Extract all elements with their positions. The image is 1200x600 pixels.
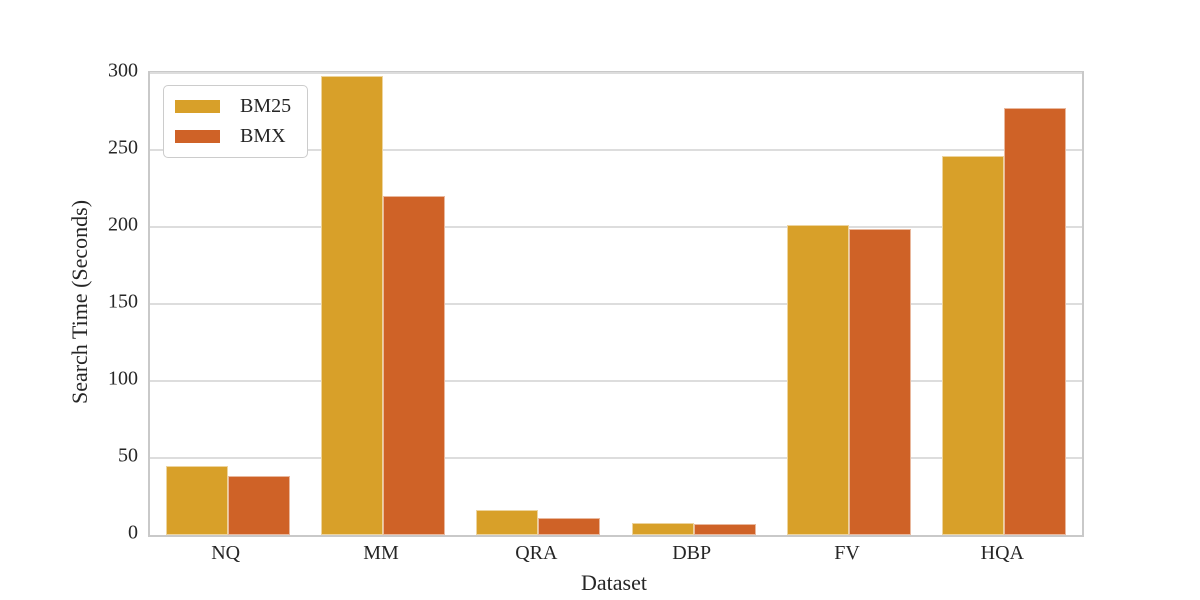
y-tick-label-250: 250 xyxy=(108,136,138,159)
bar-bmx-hqa xyxy=(1004,108,1067,535)
bar-bm25-nq xyxy=(165,465,228,535)
gridline-y-150 xyxy=(150,303,1082,305)
bar-bm25-hqa xyxy=(942,156,1005,535)
x-tick-label-fv: FV xyxy=(834,542,860,564)
x-axis-label: Dataset xyxy=(581,570,647,595)
gridline-y-50 xyxy=(150,457,1082,459)
gridline-y-250 xyxy=(150,149,1082,151)
bar-bm25-dbp xyxy=(631,522,694,535)
bar-bm25-mm xyxy=(320,76,383,535)
x-tick-label-nq: NQ xyxy=(211,542,241,564)
y-tick-label-150: 150 xyxy=(108,290,138,313)
bar-bmx-fv xyxy=(849,228,912,535)
y-tick-label-0: 0 xyxy=(128,521,138,544)
y-tick-label-200: 200 xyxy=(108,213,138,236)
gridline-y-100 xyxy=(150,380,1082,382)
y-tick-label-100: 100 xyxy=(108,367,138,390)
x-tick-label-hqa: HQA xyxy=(980,542,1024,564)
bar-bmx-nq xyxy=(227,476,290,535)
bar-bmx-mm xyxy=(383,196,446,535)
legend-swatch-bm25 xyxy=(175,100,220,113)
bar-bmx-dbp xyxy=(693,524,756,535)
bar-bm25-qra xyxy=(476,510,539,535)
y-tick-label-50: 50 xyxy=(118,444,138,467)
legend-label-bm25: BM25 xyxy=(240,95,292,117)
y-tick-label-300: 300 xyxy=(108,59,138,82)
gridline-y-200 xyxy=(150,226,1082,228)
x-tick-label-dbp: DBP xyxy=(672,542,712,564)
x-tick-label-qra: QRA xyxy=(515,542,558,564)
legend-label-bmx: BMX xyxy=(240,125,286,147)
x-tick-label-mm: MM xyxy=(363,542,399,564)
legend-item-bm25: BM25 xyxy=(175,95,291,118)
plot-area: BM25 BMX xyxy=(148,71,1084,537)
legend-swatch-bmx xyxy=(175,130,220,143)
bar-bm25-fv xyxy=(786,225,849,535)
gridline-y-300 xyxy=(150,72,1082,74)
legend-item-bmx: BMX xyxy=(175,125,291,148)
legend: BM25 BMX xyxy=(163,85,309,158)
bar-bmx-qra xyxy=(538,518,601,535)
